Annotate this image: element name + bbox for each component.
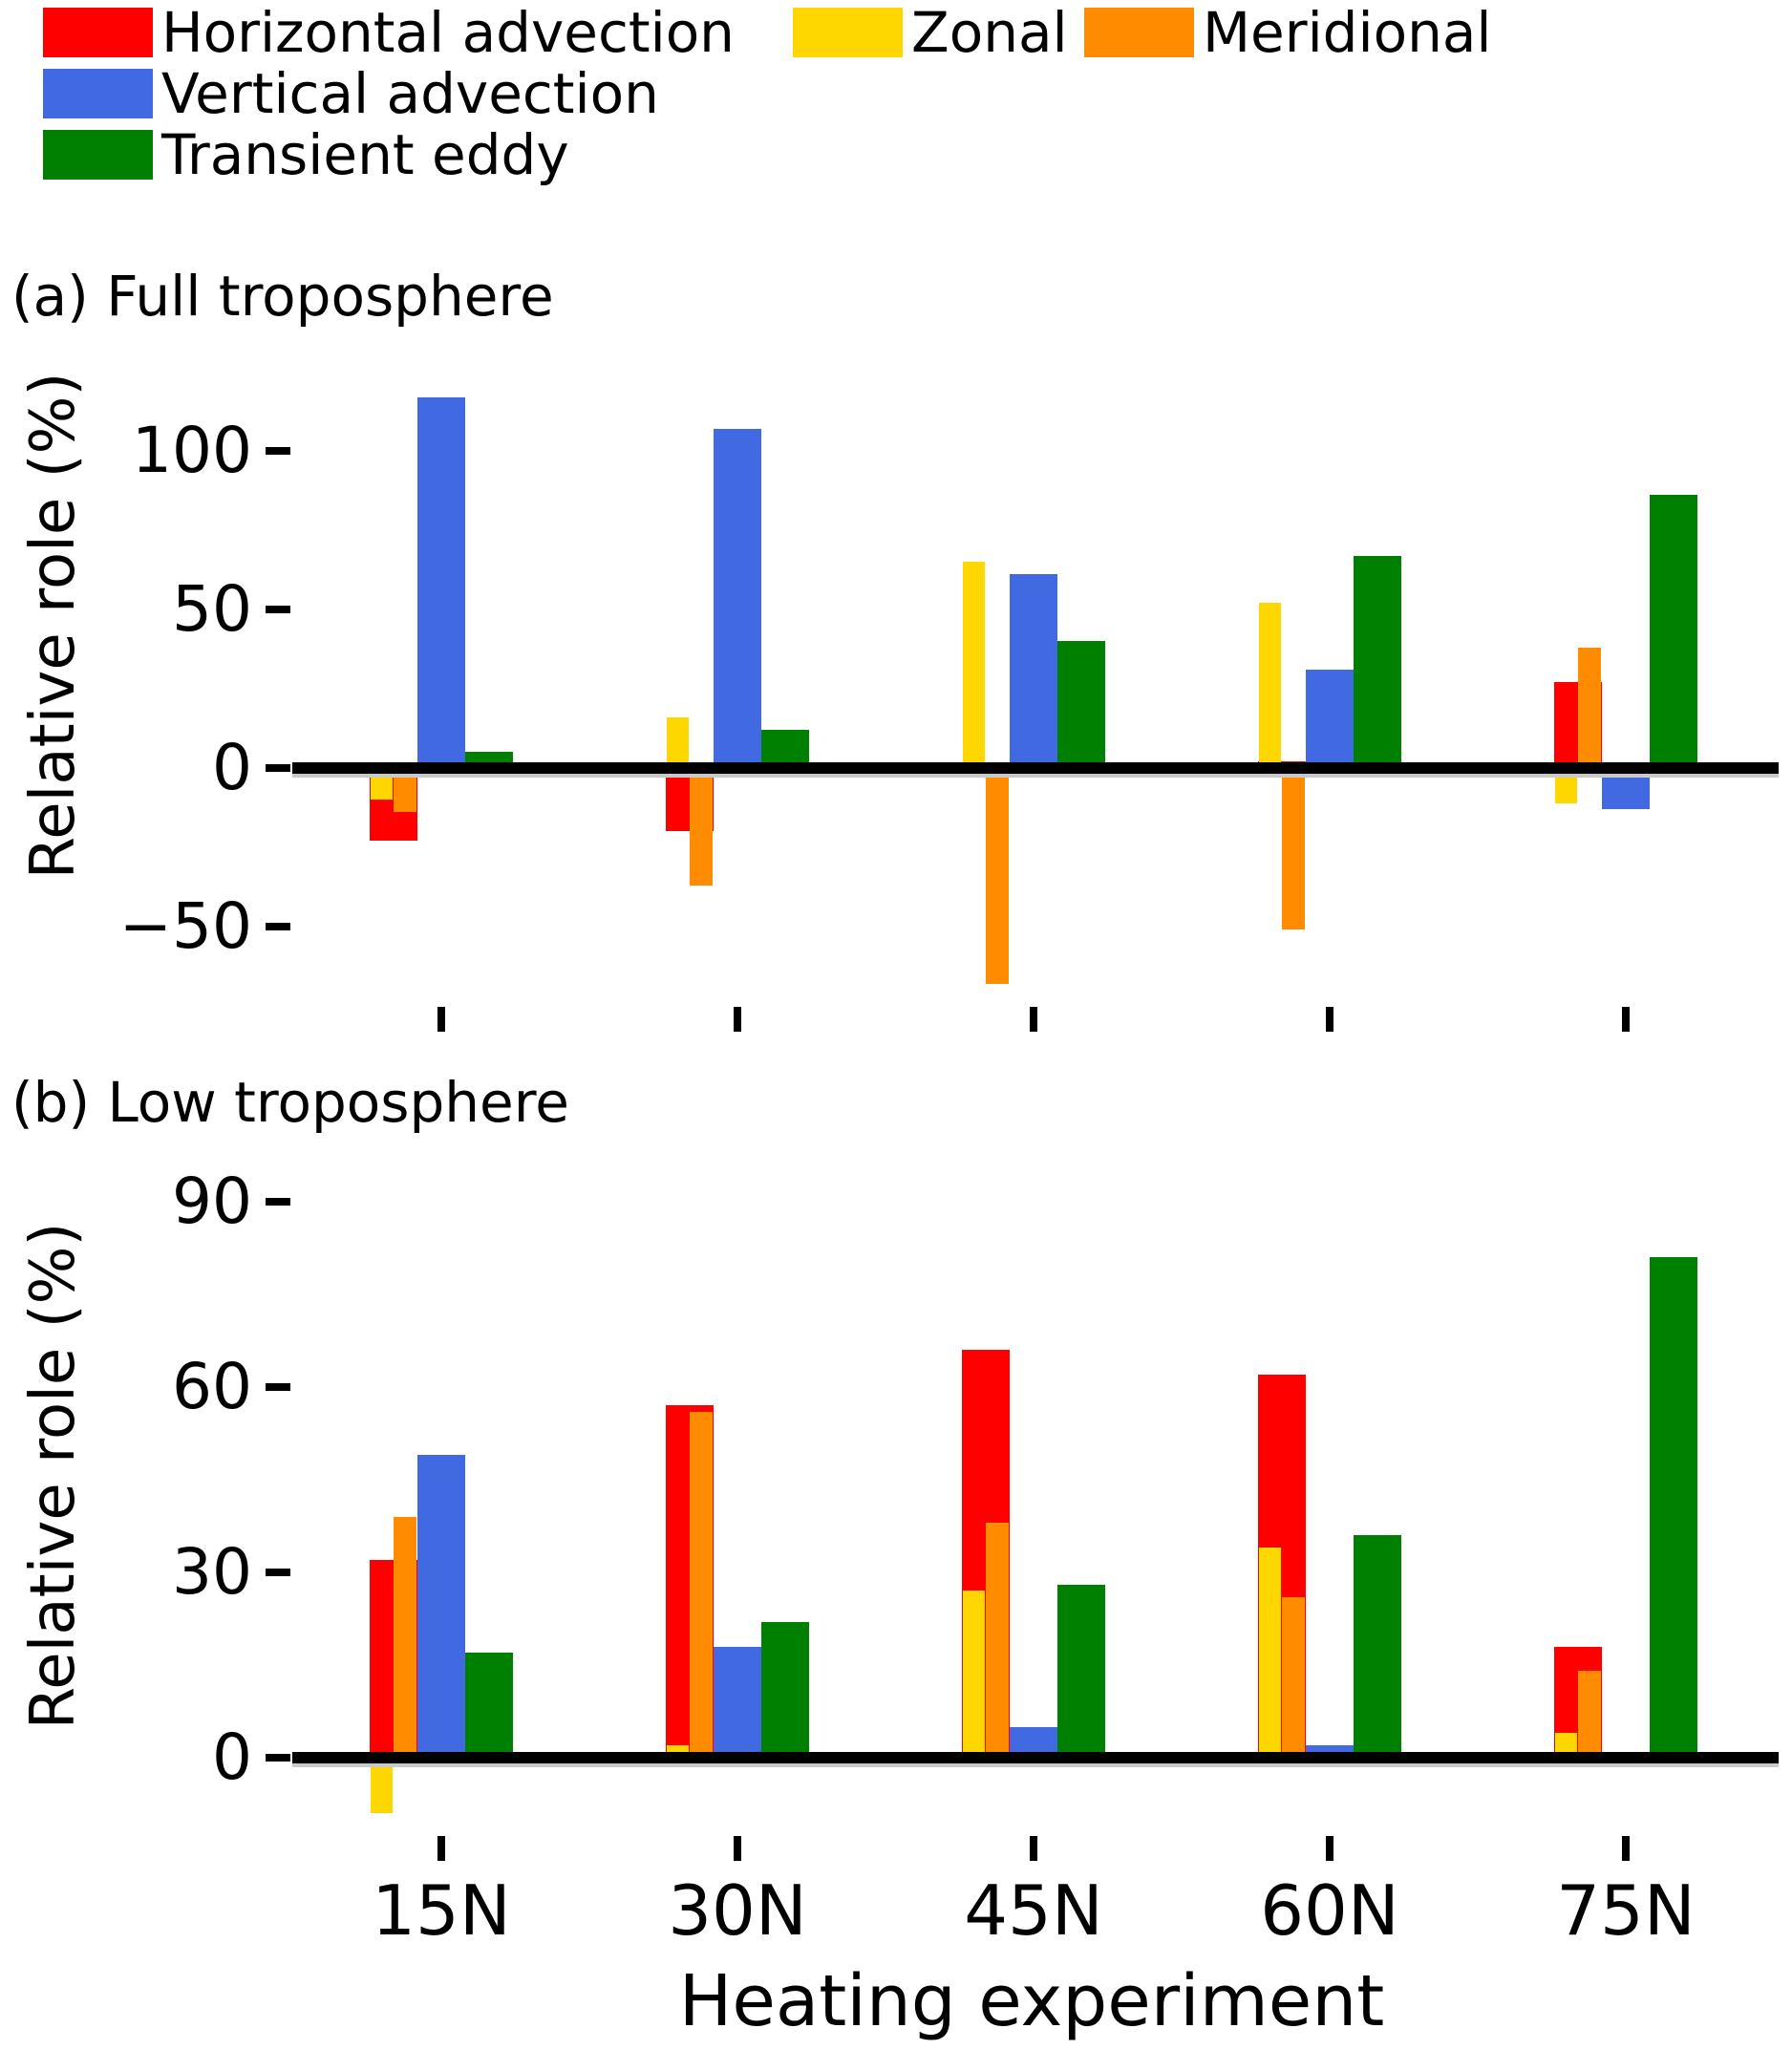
bar-b-75n-meridional [1578, 1671, 1601, 1758]
subplot-b-zero-axis-line [292, 1752, 1779, 1763]
legend-item-meridional: Meridional [1084, 0, 1492, 65]
bar-b-15n-transient-eddy [465, 1653, 513, 1758]
subplot-a-zero-axis-line [292, 762, 1779, 774]
bar-b-60n-vertical-advection [1306, 1745, 1354, 1758]
subplot-b-xtick-60n [1326, 1836, 1333, 1861]
legend-item-vertical-advection: Vertical advection [43, 61, 659, 126]
bar-a-15n-zonal [371, 768, 393, 801]
bar-a-45n-horizontal-advection [962, 768, 1010, 775]
legend-label-meridional: Meridional [1203, 0, 1492, 65]
subplot-b-ytick-60 [266, 1382, 290, 1391]
legend-item-horizontal-advection: Horizontal advection [43, 0, 735, 65]
bar-a-45n-zonal [963, 562, 985, 768]
bar-a-30n-vertical-advection [714, 428, 761, 768]
bar-a-60n-vertical-advection [1306, 670, 1354, 768]
legend-item-zonal: Zonal [793, 0, 1068, 65]
xtick-label-45n: 45N [964, 1870, 1103, 1951]
subplot-b-xtick-15n [437, 1836, 445, 1861]
subplot-a-xtick-30n [734, 1007, 741, 1032]
subplot-a-title: (a) Full troposphere [11, 264, 554, 329]
xtick-label-15n: 15N [372, 1870, 511, 1951]
subplot-b-xtick-30n [734, 1836, 741, 1861]
subplot-a-ytick-0 [266, 764, 290, 772]
subplot-a-baseline-shadow [292, 774, 1779, 778]
xtick-label-30n: 30N [668, 1870, 807, 1951]
bar-b-75n-horizontal-advection [1554, 1646, 1602, 1758]
subplot-a-xtick-45n [1030, 1007, 1037, 1032]
bar-a-45n-meridional [986, 768, 1009, 984]
legend-swatch-transient-eddy [43, 130, 153, 180]
bar-a-75n-vertical-advection [1602, 768, 1650, 810]
bar-a-75n-meridional [1578, 647, 1601, 768]
subplot-b-ytick-30 [266, 1568, 290, 1576]
subplot-b-xtick-75n [1622, 1836, 1630, 1861]
subplot-b-xtick-45n [1030, 1836, 1037, 1861]
xtick-label-75n: 75N [1556, 1870, 1696, 1951]
bar-a-30n-meridional [690, 768, 713, 886]
bar-a-30n-horizontal-advection [666, 768, 714, 832]
legend-label-zonal: Zonal [911, 0, 1068, 65]
bar-b-15n-meridional [394, 1516, 416, 1758]
bar-a-75n-transient-eddy [1650, 495, 1697, 768]
legend-label-horizontal-advection: Horizontal advection [161, 0, 735, 65]
subplot-b-title: (b) Low troposphere [11, 1070, 569, 1135]
bar-b-75n-zonal [1555, 1733, 1577, 1758]
legend-item-transient-eddy: Transient eddy [43, 122, 569, 187]
bar-b-45n-transient-eddy [1057, 1584, 1105, 1758]
legend-label-transient-eddy: Transient eddy [161, 122, 569, 187]
bar-b-30n-horizontal-advection [666, 1405, 714, 1758]
bar-b-60n-meridional [1282, 1596, 1305, 1758]
bar-a-30n-transient-eddy [761, 730, 809, 768]
bar-b-30n-vertical-advection [714, 1646, 761, 1758]
subplot-b-ytick-0 [266, 1754, 290, 1762]
bar-a-60n-meridional [1282, 768, 1305, 930]
bar-b-45n-meridional [986, 1523, 1009, 1758]
subplot-a-xtick-75n [1622, 1007, 1630, 1032]
bar-b-45n-zonal [963, 1591, 985, 1758]
bar-b-60n-horizontal-advection [1258, 1374, 1306, 1758]
bar-b-45n-horizontal-advection [962, 1349, 1010, 1758]
bar-b-30n-meridional [690, 1411, 713, 1758]
bar-a-60n-zonal [1259, 603, 1281, 768]
subplot-a-ytick-50 [266, 606, 290, 613]
legend-swatch-horizontal-advection [43, 8, 153, 57]
subplot-b-baseline-shadow [292, 1763, 1779, 1767]
legend-label-vertical-advection: Vertical advection [161, 61, 659, 126]
bar-a-75n-zonal [1555, 768, 1577, 803]
subplot-b-y-axis-label: Relative role (%) [18, 1222, 89, 1730]
legend-swatch-vertical-advection [43, 69, 153, 118]
x-axis-label: Heating experiment [678, 1960, 1385, 2042]
bar-a-60n-transient-eddy [1354, 555, 1401, 768]
bar-a-45n-transient-eddy [1057, 641, 1105, 768]
bar-a-45n-vertical-advection [1010, 574, 1057, 768]
subplot-a-xtick-15n [437, 1007, 445, 1032]
bar-a-60n-horizontal-advection [1258, 761, 1306, 768]
subplot-a-ytick--50 [266, 923, 290, 930]
bar-b-15n-zonal [371, 1758, 393, 1814]
legend-swatch-zonal [793, 8, 903, 57]
bar-a-15n-meridional [394, 768, 416, 813]
bar-b-60n-transient-eddy [1354, 1535, 1401, 1758]
bar-b-15n-horizontal-advection [370, 1559, 417, 1758]
bar-b-15n-vertical-advection [417, 1454, 465, 1758]
bar-b-60n-zonal [1259, 1548, 1281, 1758]
subplot-a-ytick-100 [266, 447, 290, 455]
bar-a-15n-transient-eddy [465, 752, 513, 768]
bar-a-15n-horizontal-advection [370, 768, 417, 842]
bar-b-45n-vertical-advection [1010, 1726, 1057, 1758]
bar-a-75n-horizontal-advection [1554, 682, 1602, 768]
bar-b-30n-zonal [667, 1745, 689, 1758]
xtick-label-60n: 60N [1260, 1870, 1399, 1951]
legend-swatch-meridional [1084, 8, 1194, 57]
bar-b-30n-transient-eddy [761, 1621, 809, 1758]
subplot-b-ytick-90 [266, 1197, 290, 1206]
bar-a-30n-zonal [667, 716, 689, 768]
subplot-a-y-axis-label: Relative role (%) [18, 372, 89, 880]
bar-b-75n-transient-eddy [1650, 1256, 1697, 1758]
bar-a-15n-vertical-advection [417, 396, 465, 768]
subplot-a-xtick-60n [1326, 1007, 1333, 1032]
